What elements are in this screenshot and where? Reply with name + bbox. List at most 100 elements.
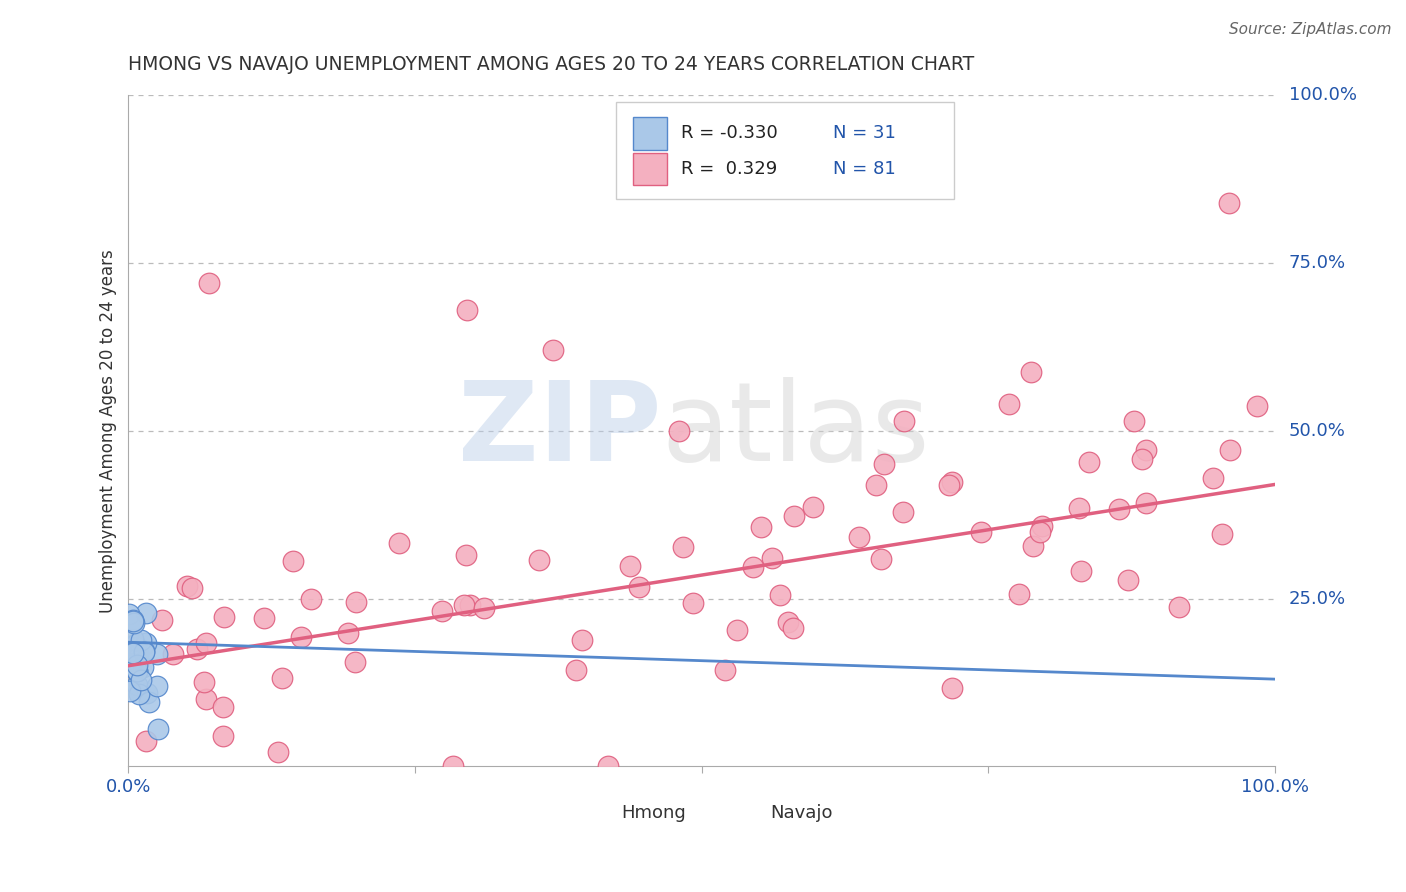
FancyBboxPatch shape (581, 806, 613, 833)
Text: 75.0%: 75.0% (1288, 254, 1346, 272)
Text: Navajo: Navajo (770, 805, 832, 822)
Point (124, 638, 146, 652)
Point (742, 559, 765, 574)
Point (941, 681, 963, 696)
Point (672, 540, 695, 554)
Point (193, 675, 215, 690)
Point (117, 607, 139, 621)
Point (124, 645, 146, 659)
Text: Hmong: Hmong (621, 805, 686, 822)
Point (186, 642, 208, 657)
Text: N = 81: N = 81 (834, 160, 896, 178)
Point (122, 653, 145, 667)
Point (456, 302, 478, 317)
Point (180, 581, 202, 595)
Point (1070, 565, 1092, 579)
Point (453, 599, 475, 613)
Point (474, 601, 496, 615)
Point (150, 613, 173, 627)
Text: N = 31: N = 31 (834, 124, 896, 143)
Point (212, 610, 235, 624)
Point (527, 553, 550, 567)
Point (761, 551, 783, 566)
Point (131, 660, 153, 674)
Point (893, 414, 915, 428)
Point (162, 647, 184, 661)
Point (1123, 414, 1146, 428)
Point (725, 623, 748, 637)
Point (136, 686, 159, 700)
FancyBboxPatch shape (616, 102, 953, 199)
Point (998, 397, 1021, 411)
Point (803, 500, 825, 515)
Point (619, 558, 641, 573)
Point (571, 633, 593, 648)
Point (125, 665, 148, 679)
Point (134, 645, 156, 659)
Point (271, 671, 294, 685)
Point (135, 606, 157, 620)
Point (299, 592, 322, 607)
Point (970, 524, 993, 539)
Text: 25.0%: 25.0% (1288, 590, 1346, 607)
Point (749, 520, 772, 534)
Point (1069, 500, 1091, 515)
Point (343, 655, 366, 669)
Point (869, 551, 891, 566)
Point (1116, 573, 1139, 587)
Point (1167, 599, 1189, 614)
Point (891, 505, 914, 519)
Point (432, 604, 454, 618)
Point (1019, 365, 1042, 379)
Point (290, 630, 312, 644)
Point (1130, 452, 1153, 467)
Point (627, 580, 650, 594)
Point (146, 723, 169, 737)
Point (1211, 527, 1233, 541)
Point (458, 598, 481, 612)
Point (456, 548, 478, 562)
Point (176, 579, 198, 593)
Point (1201, 471, 1223, 485)
Text: 100.0%: 100.0% (1288, 87, 1357, 104)
Point (337, 626, 360, 640)
Point (1218, 195, 1240, 210)
Point (138, 695, 160, 709)
Point (848, 530, 870, 544)
Point (441, 759, 464, 773)
Text: ZIP: ZIP (458, 377, 661, 484)
Point (668, 424, 690, 438)
Point (129, 673, 152, 687)
Point (344, 595, 367, 609)
Point (388, 536, 411, 550)
Point (125, 657, 148, 672)
Point (135, 734, 157, 748)
Point (782, 621, 804, 635)
Point (124, 637, 146, 651)
Text: Source: ZipAtlas.com: Source: ZipAtlas.com (1229, 22, 1392, 37)
FancyBboxPatch shape (730, 806, 762, 833)
Point (682, 596, 704, 610)
Point (195, 691, 218, 706)
Point (122, 615, 145, 629)
Text: HMONG VS NAVAJO UNEMPLOYMENT AMONG AGES 20 TO 24 YEARS CORRELATION CHART: HMONG VS NAVAJO UNEMPLOYMENT AMONG AGES … (128, 55, 974, 74)
Point (1008, 587, 1031, 601)
Point (267, 745, 290, 759)
Point (127, 664, 149, 678)
Point (135, 636, 157, 650)
Point (122, 632, 145, 646)
Text: R =  0.329: R = 0.329 (681, 160, 778, 178)
Point (1031, 519, 1053, 533)
FancyBboxPatch shape (633, 153, 668, 185)
Point (941, 475, 963, 489)
Point (212, 699, 235, 714)
Point (127, 647, 149, 661)
Point (127, 640, 149, 654)
Point (714, 663, 737, 677)
Point (1021, 539, 1043, 553)
Point (253, 611, 276, 625)
Point (541, 343, 564, 358)
Point (118, 683, 141, 698)
Point (865, 477, 887, 491)
Point (127, 678, 149, 692)
